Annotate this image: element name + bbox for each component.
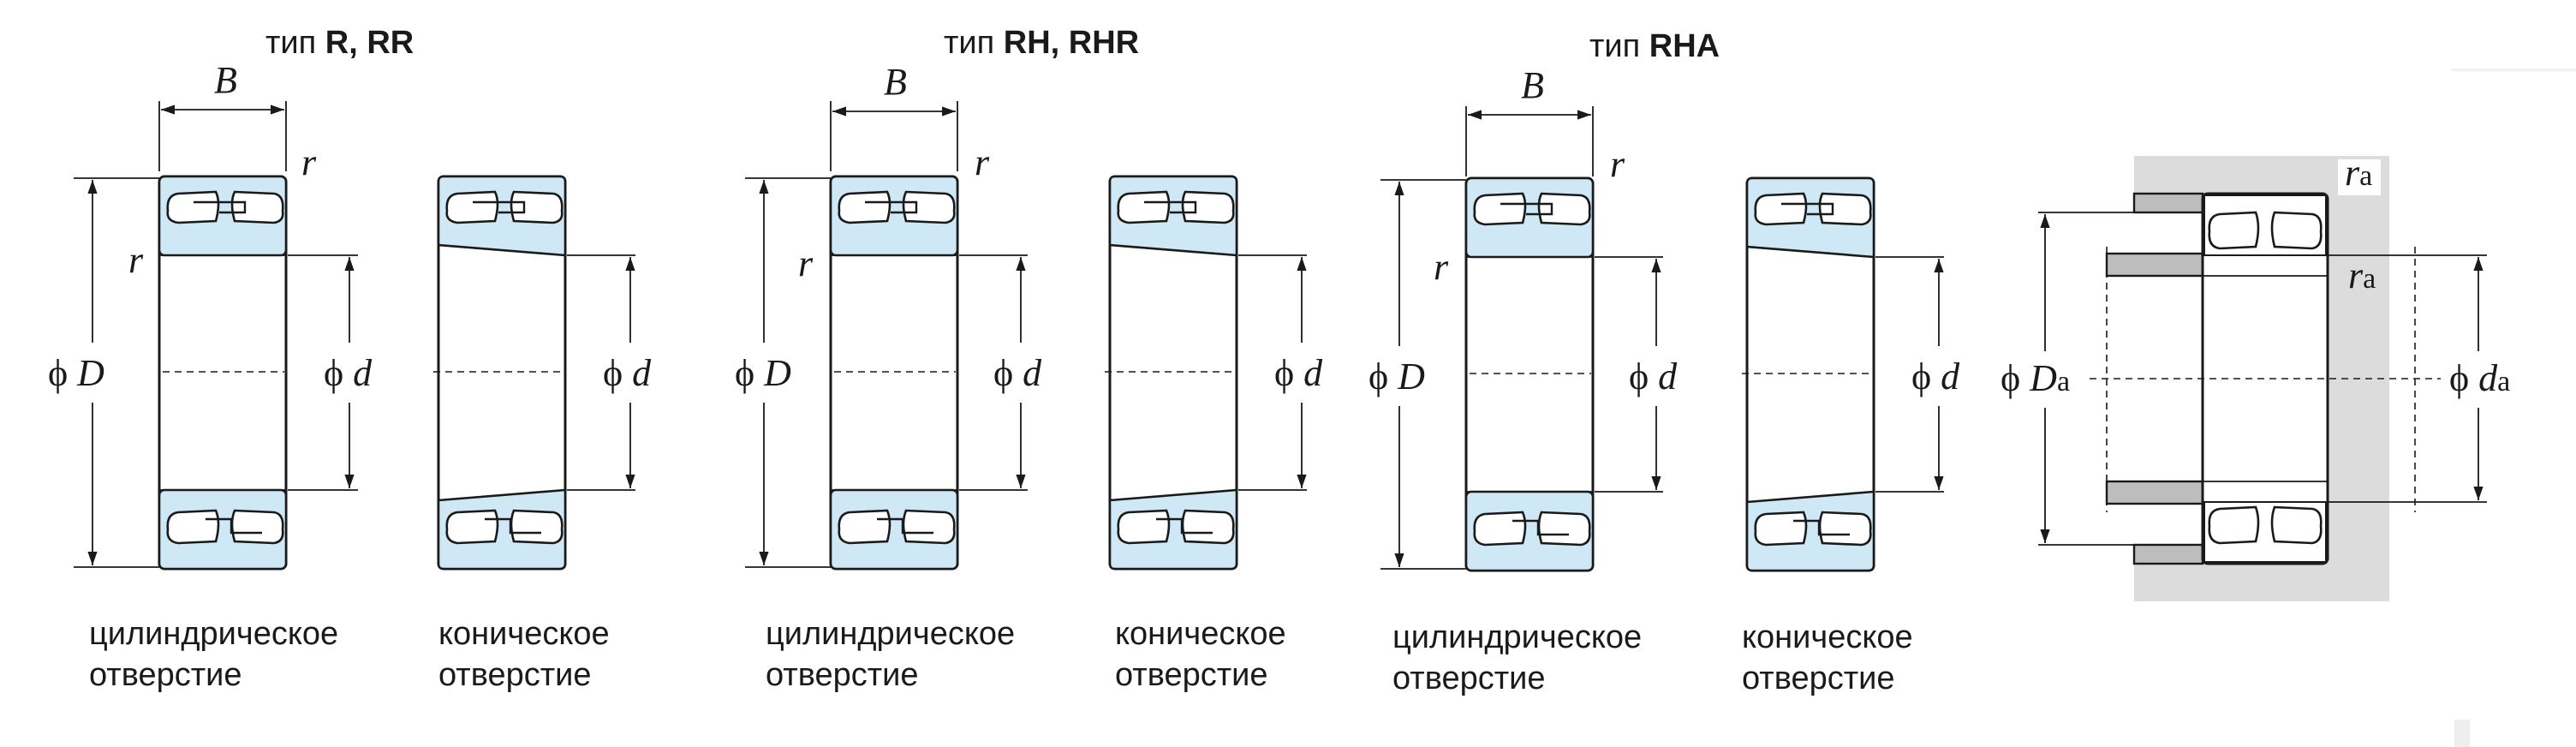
outer-diameter-label: ϕ D [48,352,104,394]
housing-shoulder-diameter-label: ϕ Da [2001,357,2070,399]
bore-diameter-label: ϕ d [1911,356,1960,397]
group-type-rha: B r r ϕ D ϕ d ϕ d цилиндрическое отверст… [1368,64,1960,696]
caption-tapered-bore: коническое [1115,616,1286,652]
bore-diameter-label: ϕ d [1629,356,1678,397]
caption-cylindrical-bore: цилиндрическое [1392,619,1642,655]
dimension-b-label: B [884,61,907,103]
outer-diameter-label: ϕ D [1368,356,1425,397]
divider [2454,720,2470,747]
chamfer-r-label: r [975,141,990,183]
dimension-b-label: B [214,59,237,101]
bearing-tapered-bore [1747,178,1874,571]
dimension-b-label: B [1521,64,1544,106]
caption-tapered-bore: отверстие [1115,657,1268,693]
bearing-cylindrical-bore [1466,178,1593,571]
bore-diameter-label: ϕ d [1274,352,1323,394]
housing-fillet-radius-label: ra [2345,152,2372,194]
caption-tapered-bore: отверстие [1742,660,1895,696]
chamfer-r-label: r [301,141,317,183]
shaft-shoulder-diameter-label: ϕ da [2449,357,2510,399]
caption-cylindrical-bore: отверстие [89,657,242,693]
title-type-rh-rhr: тип RH, RHR [944,25,1139,61]
bore-diameter-label: ϕ d [603,352,652,394]
caption-cylindrical-bore: отверстие [1392,660,1546,696]
caption-tapered-bore: коническое [1742,619,1913,655]
caption-cylindrical-bore: цилиндрическое [89,616,338,652]
caption-tapered-bore: отверстие [438,657,592,693]
caption-cylindrical-bore: отверстие [766,657,919,693]
bearing-tapered-bore [438,176,565,569]
chamfer-r-label: r [1610,143,1625,185]
caption-cylindrical-bore: цилиндрическое [766,616,1015,652]
title-type-rha: тип RHA [1589,28,1720,64]
bearing-cylindrical-bore [831,176,957,569]
caption-tapered-bore: коническое [438,616,610,652]
divider [2451,69,2576,71]
mounting-diagram: ϕ Da ϕ da ra ra [2001,152,2510,601]
chamfer-r-label: r [798,242,814,284]
bearing-tapered-bore [1110,176,1237,569]
group-type-rh-rhr: B r r ϕ D ϕ d ϕ d цилиндрическое отверст… [735,61,1323,693]
bore-diameter-label: ϕ d [324,352,373,394]
bearing-cylindrical-bore [159,176,286,569]
shaft-fillet-radius-label: ra [2348,254,2376,296]
group-type-r-rr: B r r ϕ D ϕ d ϕ d цилиндрическое отверст… [48,59,652,693]
bore-diameter-label: ϕ d [993,352,1042,394]
title-type-r-rr: тип R, RR [265,25,414,61]
outer-diameter-label: ϕ D [735,352,791,394]
chamfer-r-label: r [1434,246,1449,288]
chamfer-r-label: r [128,239,144,281]
